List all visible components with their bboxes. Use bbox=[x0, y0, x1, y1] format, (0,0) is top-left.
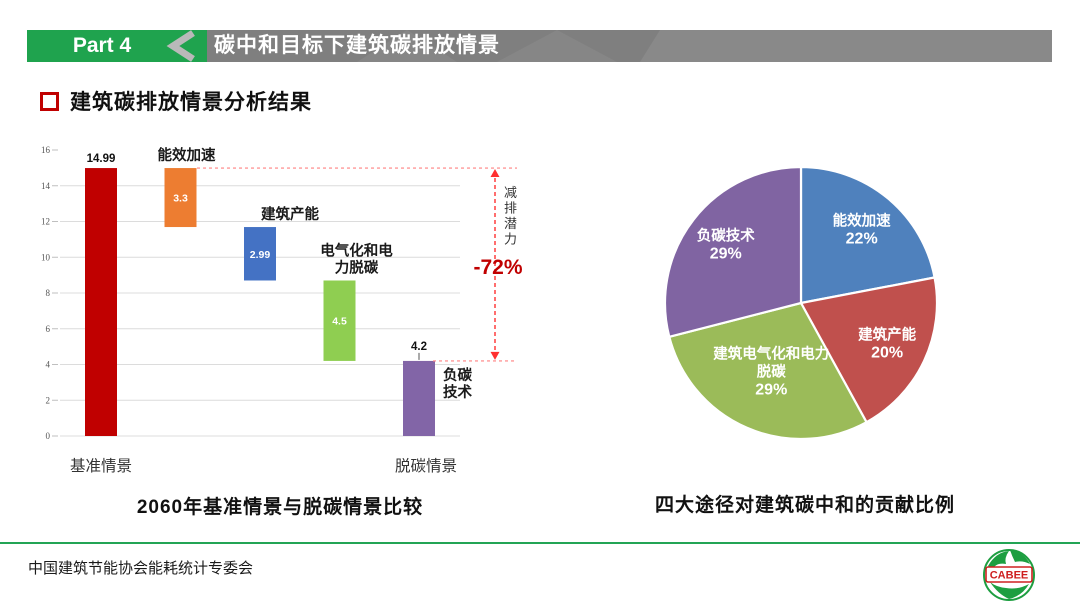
svg-text:电气化和电: 电气化和电 bbox=[320, 241, 393, 259]
svg-text:建筑产能: 建筑产能 bbox=[858, 326, 916, 344]
svg-text:建筑电气化和电力: 建筑电气化和电力 bbox=[713, 345, 829, 363]
svg-text:减: 减 bbox=[504, 185, 517, 200]
svg-text:0: 0 bbox=[46, 431, 51, 441]
svg-text:负碳: 负碳 bbox=[443, 366, 472, 384]
waterfall-figure: 0 2 4 6 8 10 12 14 16 14.99 基准情景 3.3 能效加速 2.99 建筑产能 4.5… bbox=[30, 140, 530, 535]
svg-text:3.3: 3.3 bbox=[173, 193, 188, 205]
svg-text:2.99: 2.99 bbox=[250, 249, 271, 261]
pie-figure: 能效加速 22% 建筑产能 20% 建筑电气化和电力 脱碳 29% 负碳技术 29% 四大途径对… bbox=[640, 150, 1010, 535]
svg-text:建筑产能: 建筑产能 bbox=[261, 205, 319, 223]
footer-org-text: 中国建筑节能协会能耗统计专委会 bbox=[28, 560, 254, 577]
svg-text:14.99: 14.99 bbox=[87, 153, 116, 165]
svg-text:2: 2 bbox=[46, 395, 51, 405]
part-4-label: Part 4 bbox=[72, 34, 132, 57]
chevron-left-icon bbox=[166, 30, 195, 62]
svg-text:潜: 潜 bbox=[504, 216, 517, 231]
svg-text:技术: 技术 bbox=[443, 383, 472, 401]
svg-text:6: 6 bbox=[46, 324, 51, 334]
svg-text:20%: 20% bbox=[871, 345, 903, 362]
svg-text:脱碳情景: 脱碳情景 bbox=[395, 457, 457, 475]
svg-text:能效加速: 能效加速 bbox=[833, 212, 891, 230]
section-title: 建筑碳排放情景分析结果 bbox=[70, 91, 312, 114]
svg-text:负碳技术: 负碳技术 bbox=[697, 227, 755, 245]
svg-text:29%: 29% bbox=[755, 382, 787, 399]
svg-text:8: 8 bbox=[46, 288, 51, 298]
svg-text:脱碳: 脱碳 bbox=[757, 363, 786, 381]
pie-caption: 四大途径对建筑碳中和的贡献比例 bbox=[654, 495, 955, 516]
svg-text:CABEE: CABEE bbox=[990, 570, 1029, 582]
svg-text:10: 10 bbox=[41, 252, 51, 262]
svg-text:4: 4 bbox=[46, 360, 51, 370]
svg-text:4.5: 4.5 bbox=[332, 316, 347, 328]
svg-text:基准情景: 基准情景 bbox=[70, 457, 132, 475]
footer-divider bbox=[0, 542, 1080, 544]
waterfall-caption: 2060年基准情景与脱碳情景比较 bbox=[136, 497, 424, 518]
svg-text:力: 力 bbox=[504, 232, 517, 247]
section-header: 建筑碳排放情景分析结果 bbox=[40, 86, 312, 116]
svg-text:29%: 29% bbox=[710, 246, 742, 263]
header-title: 碳中和目标下建筑碳排放情景 bbox=[214, 34, 500, 57]
svg-text:16: 16 bbox=[41, 145, 51, 155]
svg-text:能效加速: 能效加速 bbox=[158, 146, 216, 164]
cabee-logo: CABEE bbox=[983, 549, 1035, 601]
svg-text:4.2: 4.2 bbox=[411, 341, 427, 353]
svg-text:14: 14 bbox=[41, 181, 51, 191]
section-bullet-icon bbox=[40, 91, 59, 111]
svg-text:-72%: -72% bbox=[473, 256, 522, 279]
waterfall-chart: 0 2 4 6 8 10 12 14 16 14.99 基准情景 3.3 能效加速 2.99 建筑产能 4.5… bbox=[41, 145, 523, 475]
svg-text:排: 排 bbox=[504, 201, 517, 216]
svg-text:力脱碳: 力脱碳 bbox=[335, 258, 379, 276]
svg-text:22%: 22% bbox=[846, 231, 878, 248]
svg-text:12: 12 bbox=[41, 217, 50, 227]
